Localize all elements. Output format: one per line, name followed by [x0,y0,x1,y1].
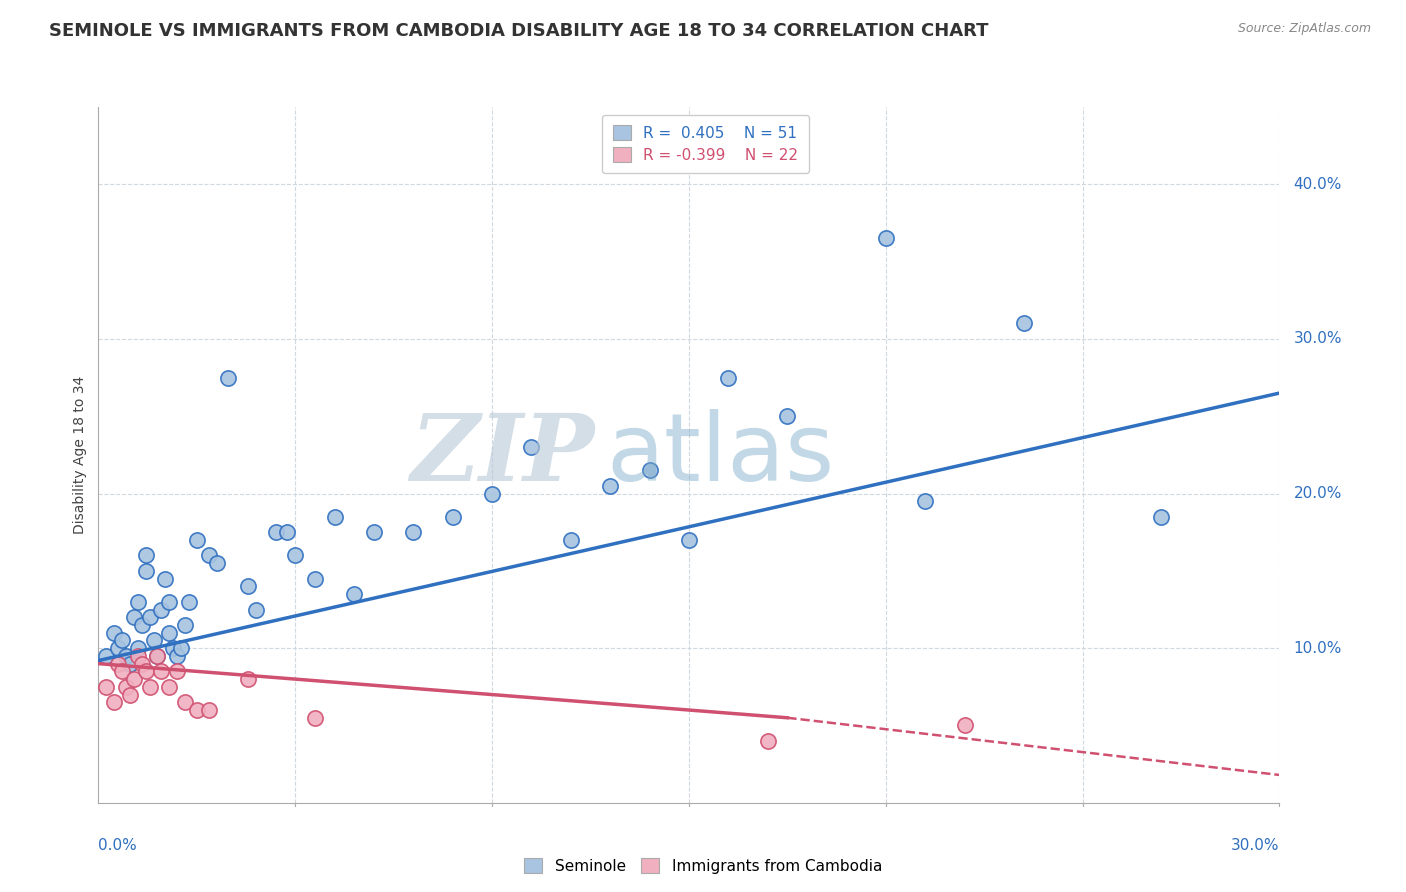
Point [122,672,145,686]
Point [118,657,141,671]
Point [103,625,125,640]
Point [127,648,149,663]
Point [304,711,326,725]
Point [875,231,897,245]
Point [186,703,208,717]
Point [174,695,197,709]
Point [107,657,129,671]
Point [217,370,239,384]
Point [166,665,188,679]
Point [142,633,165,648]
Point [162,641,184,656]
Point [402,525,425,540]
Point [115,648,138,663]
Point [197,549,219,563]
Point [174,618,197,632]
Point [150,602,173,616]
Point [166,648,188,663]
Point [236,579,259,593]
Point [284,549,307,563]
Point [678,533,700,547]
Point [135,549,157,563]
Point [138,680,160,694]
Point [236,672,259,686]
Text: 30.0%: 30.0% [1232,838,1279,853]
Point [122,610,145,624]
Text: atlas: atlas [606,409,835,501]
Point [118,688,141,702]
Y-axis label: Disability Age 18 to 34: Disability Age 18 to 34 [73,376,87,534]
Legend: R =  0.405    N = 51, R = -0.399    N = 22: R = 0.405 N = 51, R = -0.399 N = 22 [602,115,808,173]
Point [127,595,149,609]
Point [638,463,661,477]
Point [157,625,180,640]
Point [135,665,157,679]
Point [520,440,543,454]
Point [914,494,936,508]
Point [157,595,180,609]
Point [1012,317,1035,331]
Point [756,734,779,748]
Point [135,564,157,578]
Point [146,648,169,663]
Point [560,533,582,547]
Point [953,718,976,732]
Point [599,479,621,493]
Point [127,641,149,656]
Point [131,618,153,632]
Point [131,657,153,671]
Point [363,525,385,540]
Point [107,641,129,656]
Point [157,680,180,694]
Point [1150,509,1173,524]
Point [717,370,740,384]
Point [776,409,799,424]
Point [441,509,464,524]
Text: Source: ZipAtlas.com: Source: ZipAtlas.com [1237,22,1371,36]
Point [150,665,173,679]
Point [96,648,118,663]
Point [481,486,503,500]
Point [138,610,160,624]
Point [264,525,287,540]
Point [205,556,228,570]
Point [96,680,118,694]
Point [186,533,208,547]
Point [111,633,134,648]
Text: 0.0%: 0.0% [98,838,138,853]
Point [323,509,346,524]
Point [146,648,169,663]
Point [197,703,219,717]
Point [276,525,298,540]
Text: SEMINOLE VS IMMIGRANTS FROM CAMBODIA DISABILITY AGE 18 TO 34 CORRELATION CHART: SEMINOLE VS IMMIGRANTS FROM CAMBODIA DIS… [49,22,988,40]
Point [111,665,134,679]
Point [245,602,267,616]
Point [103,695,125,709]
Text: ZIP: ZIP [411,410,595,500]
Text: 10.0%: 10.0% [1294,640,1341,656]
Text: 20.0%: 20.0% [1294,486,1341,501]
Legend: Seminole, Immigrants from Cambodia: Seminole, Immigrants from Cambodia [517,852,889,880]
Point [177,595,200,609]
Point [343,587,366,601]
Point [304,572,326,586]
Text: 30.0%: 30.0% [1294,332,1343,346]
Point [155,572,177,586]
Point [170,641,193,656]
Point [115,680,138,694]
Text: 40.0%: 40.0% [1294,177,1341,192]
